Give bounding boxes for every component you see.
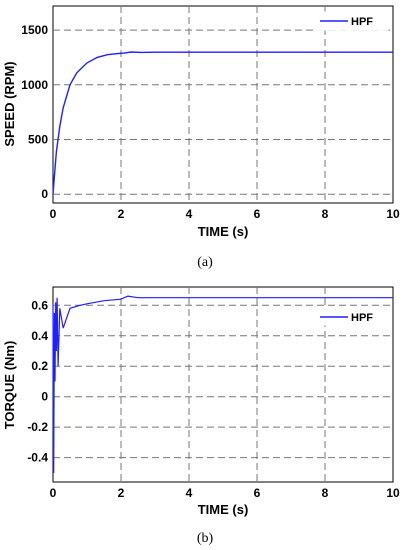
chart-b-x-tick-label: 10 [386,486,400,500]
chart-b-y-tick-label: 0.6 [31,298,48,312]
chart-a-grid [53,6,393,203]
chart-a-x-tick-label: 4 [186,207,193,221]
chart-b-series-line-hpf [52,295,393,473]
chart-a-x-tick-label: 6 [254,207,261,221]
chart-a-x-tick-label: 8 [322,207,329,221]
chart-b-y-tick-label: 0.4 [31,329,48,343]
chart-a-x-tick-label: 2 [118,207,125,221]
chart-b-x-tick-label: 6 [254,486,261,500]
chart-a-y-tick-label: 0 [41,187,48,201]
chart-b-x-tick-label: 0 [50,486,57,500]
chart-a-y-tick-label: 1500 [21,23,48,37]
chart-a-x-tick-label: 0 [50,207,57,221]
chart-a-tick-labels: 0 2 4 6 8 10 0 500 1000 1500 [21,23,400,221]
chart-a-legend-box [315,11,389,31]
chart-b-x-tick-label: 8 [322,486,329,500]
chart-a-series-line-hpf [52,51,393,195]
chart-b-x-axis-label: TIME (s) [198,502,249,517]
chart-b-y-tick-label: 0.2 [31,359,48,373]
chart-b-caption: (b) [197,531,214,546]
chart-a: 0 2 4 6 8 10 0 500 1000 1500 HPF TIME (s) SPEED (… [2,5,400,270]
chart-b-grid [53,287,393,482]
chart-b-legend-box [315,307,389,326]
chart-b-tick-labels: 0 2 4 6 8 10 -0.4 -0.2 0 0.2 0.4 0.6 [27,298,400,500]
chart-b-y-tick-label: 0 [41,390,48,404]
chart-b-y-axis-label: TORQUE (Nm) [2,341,17,430]
chart-b-legend-label: HPF [351,312,373,324]
chart-a-y-tick-label: 500 [28,133,48,147]
chart-a-caption: (a) [197,255,213,270]
chart-a-plot-area [52,5,394,204]
chart-a-x-axis-label: TIME (s) [198,224,249,239]
chart-b-legend: HPF [315,307,389,326]
chart-a-legend-label: HPF [351,16,373,28]
chart-b-y-tick-label: -0.2 [27,420,48,434]
chart-a-y-tick-label: 1000 [21,78,48,92]
chart-b-y-tick-label: -0.4 [27,451,48,465]
chart-a-x-tick-label: 10 [386,207,400,221]
chart-b-x-tick-label: 2 [118,486,125,500]
chart-b-x-tick-label: 4 [186,486,193,500]
chart-a-y-axis-label: SPEED (RPM) [2,61,17,146]
chart-b: 0 2 4 6 8 10 -0.4 -0.2 0 0.2 0.4 0.6 HPF TIME (s) T… [2,286,400,546]
chart-a-legend: HPF [315,11,389,31]
